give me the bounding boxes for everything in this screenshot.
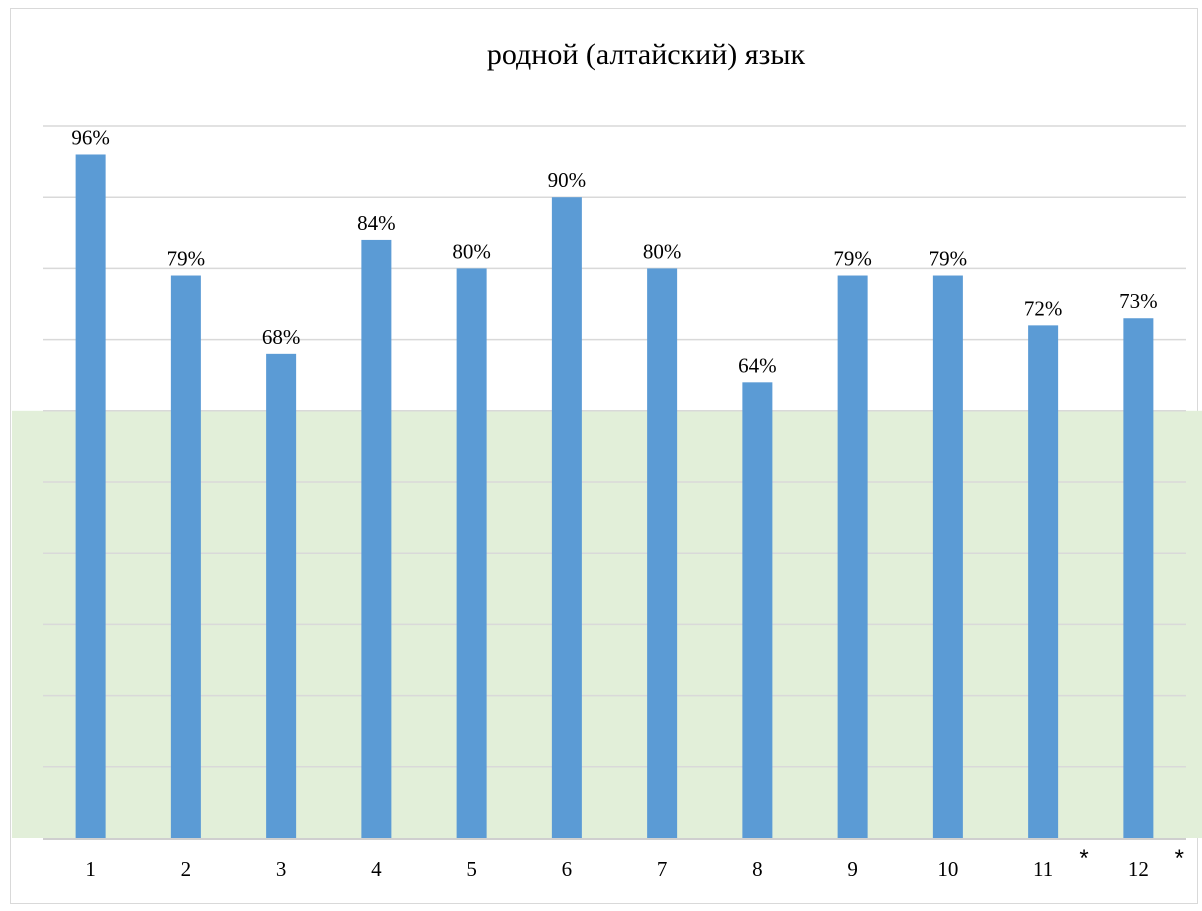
data-label: 80% (452, 239, 491, 263)
data-label: 73% (1119, 289, 1158, 313)
asterisk-marker: * (1175, 845, 1184, 872)
bar (1123, 318, 1154, 838)
data-label: 79% (929, 247, 968, 271)
data-label: 68% (262, 325, 301, 349)
data-label: 79% (167, 247, 206, 271)
data-label: 64% (738, 353, 777, 377)
x-tick-label: 4 (371, 857, 382, 881)
x-tick-label: 11 (1033, 857, 1053, 881)
asterisk-marker: * (1079, 845, 1088, 872)
data-label: 72% (1024, 296, 1063, 320)
bar (266, 353, 297, 838)
bar (456, 268, 487, 838)
data-label: 80% (643, 239, 682, 263)
x-tick-label: 1 (85, 857, 96, 881)
data-label: 79% (833, 247, 872, 271)
x-tick-label: 2 (181, 857, 192, 881)
data-label: 96% (71, 125, 110, 149)
x-tick-label: 10 (937, 857, 958, 881)
x-tick-label: 8 (752, 857, 763, 881)
data-label: 84% (357, 211, 396, 235)
x-tick-label: 5 (466, 857, 477, 881)
x-tick-label: 6 (562, 857, 573, 881)
bar (932, 275, 963, 838)
data-label: 90% (548, 168, 587, 192)
bar (361, 239, 392, 839)
chart-title: родной (алтайский) язык (487, 38, 806, 71)
bar (1028, 325, 1059, 838)
bar (75, 154, 106, 839)
bar (742, 382, 773, 838)
x-tick-label: 12 (1128, 857, 1149, 881)
bar (837, 275, 868, 838)
bar (647, 268, 678, 838)
bar (170, 275, 201, 838)
bar (551, 197, 582, 838)
x-tick-label: 7 (657, 857, 668, 881)
x-tick-label: 9 (847, 857, 858, 881)
x-tick-label: 3 (276, 857, 287, 881)
